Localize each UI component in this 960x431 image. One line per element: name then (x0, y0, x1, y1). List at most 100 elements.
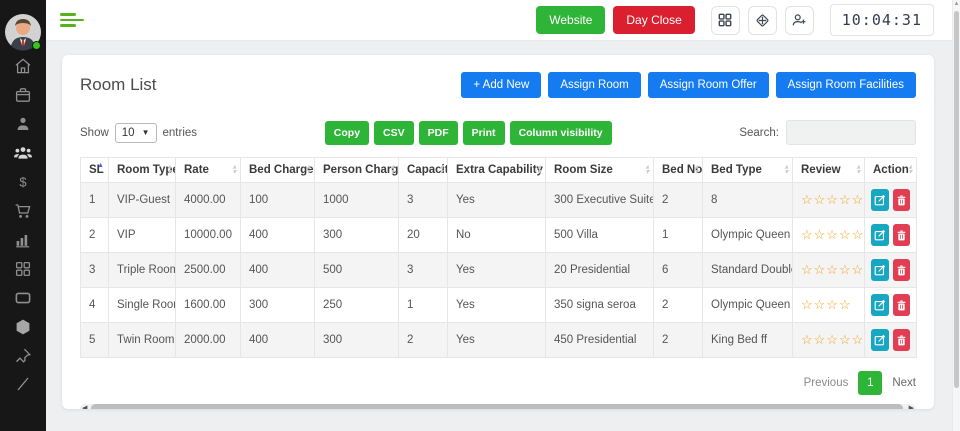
cell-bed-charge: 400 (241, 253, 315, 288)
cell-capacity: 2 (399, 323, 448, 358)
delete-button[interactable] (893, 259, 911, 281)
cell-extra-capability: Yes (448, 183, 546, 218)
edit-button[interactable] (871, 294, 889, 316)
horizontal-scrollbar[interactable]: ◀ ▶ (80, 404, 916, 409)
cell-capacity: 20 (399, 218, 448, 253)
sidebar-item-customer[interactable] (0, 109, 46, 138)
cell-room-type: VIP (109, 218, 176, 253)
cell-action (865, 288, 917, 323)
cell-sl: 5 (81, 323, 109, 358)
delete-button[interactable] (893, 189, 911, 211)
edit-button[interactable] (871, 189, 889, 211)
cell-room-type: Twin Room (109, 323, 176, 358)
menu-toggle-icon[interactable] (60, 10, 86, 30)
cell-room-type: Single Room (109, 288, 176, 323)
person-icon (14, 115, 32, 133)
cell-bed-charge: 400 (241, 218, 315, 253)
edit-button[interactable] (871, 224, 889, 246)
pagination-previous[interactable]: Previous (804, 377, 849, 389)
scroll-up-arrow-icon[interactable]: ▲ (953, 1, 960, 7)
pdf-button[interactable]: PDF (419, 121, 458, 145)
star-rating: ☆☆☆☆ (801, 297, 852, 312)
topbar: Website Day Close 10:04:31 (46, 0, 952, 41)
cell-bed-type: King Bed ff (703, 323, 793, 358)
edit-button[interactable] (871, 259, 889, 281)
pagination-next[interactable]: Next (892, 377, 916, 389)
add-new-button[interactable]: + Add New (461, 72, 541, 98)
add-user-button[interactable] (785, 6, 814, 35)
assign-room-offer-button[interactable]: Assign Room Offer (648, 72, 769, 98)
col-bed-charge[interactable]: Bed Charge▴▾ (241, 158, 315, 183)
col-sl[interactable]: SL▲ (81, 158, 109, 183)
scroll-left-arrow-icon[interactable]: ◀ (82, 404, 87, 409)
search-input[interactable] (786, 120, 916, 145)
col-review[interactable]: Review▴▾ (793, 158, 865, 183)
cell-person-charge: 500 (315, 253, 399, 288)
edit-button[interactable] (871, 329, 889, 351)
bar-chart-icon (14, 231, 32, 249)
edit-icon (874, 229, 886, 241)
cell-bed-no: 1 (654, 218, 703, 253)
sidebar-item-orders[interactable] (0, 80, 46, 109)
cell-action (865, 253, 917, 288)
day-close-button[interactable]: Day Close (613, 6, 694, 34)
apps-grid-icon (717, 12, 733, 28)
website-button[interactable]: Website (536, 6, 605, 34)
cell-person-charge: 300 (315, 218, 399, 253)
col-room-size[interactable]: Room Size▴▾ (546, 158, 654, 183)
csv-button[interactable]: CSV (374, 121, 414, 145)
sidebar-item-finance[interactable]: $ (0, 167, 46, 196)
copy-button[interactable]: Copy (325, 121, 369, 145)
sort-icon: ▴▾ (646, 166, 649, 175)
sidebar-item-users-active[interactable] (0, 138, 46, 167)
col-person-charge[interactable]: Person Charge▴▾ (315, 158, 399, 183)
delete-button[interactable] (893, 224, 911, 246)
col-room-type[interactable]: Room Type▴▾ (109, 158, 176, 183)
sidebar-item-modules[interactable] (0, 254, 46, 283)
entries-select[interactable]: 10 ▼ (115, 123, 157, 143)
sidebar-item-assets[interactable] (0, 312, 46, 341)
room-table: SL▲ Room Type▴▾ Rate▴▾ Bed Charge▴▾ Pers… (80, 157, 917, 358)
vertical-scrollbar[interactable]: ▲ (952, 0, 960, 431)
scroll-right-arrow-icon[interactable]: ▶ (909, 404, 914, 409)
sidebar-item-pos[interactable] (0, 196, 46, 225)
cell-capacity: 1 (399, 288, 448, 323)
sidebar-item-tools[interactable] (0, 370, 46, 399)
trash-icon (896, 300, 907, 311)
page-title: Room List (80, 75, 157, 95)
cell-sl: 1 (81, 183, 109, 218)
add-user-icon (791, 12, 807, 28)
sidebar-item-home[interactable] (0, 51, 46, 80)
sort-icon: ▴▾ (307, 166, 310, 175)
online-status-dot (32, 41, 41, 50)
assign-room-button[interactable]: Assign Room (548, 72, 640, 98)
cell-person-charge: 300 (315, 323, 399, 358)
cart-icon (14, 202, 32, 220)
col-bed-type[interactable]: Bed Type▴▾ (703, 158, 793, 183)
col-bed-no[interactable]: Bed No.▴▾ (654, 158, 703, 183)
col-extra-capability[interactable]: Extra Capability▴▾ (448, 158, 546, 183)
col-action[interactable]: Action▴▾ (865, 158, 917, 183)
cell-room-size: 300 Executive Suite (546, 183, 654, 218)
vertical-scroll-thumb[interactable] (954, 11, 959, 388)
avatar[interactable] (4, 13, 42, 51)
col-capacity[interactable]: Capacity▴▾ (399, 158, 448, 183)
card-icon (14, 289, 32, 307)
delete-button[interactable] (893, 329, 911, 351)
delete-button[interactable] (893, 294, 911, 316)
print-button[interactable]: Print (463, 121, 505, 145)
pagination-page-1[interactable]: 1 (858, 371, 882, 395)
sidebar-item-reports[interactable] (0, 225, 46, 254)
diamond-move-button[interactable] (748, 6, 777, 35)
assign-room-facilities-button[interactable]: Assign Room Facilities (776, 72, 916, 98)
horizontal-scroll-thumb[interactable] (91, 404, 903, 409)
sidebar-item-pinned[interactable] (0, 341, 46, 370)
cell-bed-charge: 400 (241, 323, 315, 358)
star-rating: ☆☆☆☆☆ (801, 192, 864, 207)
column-visibility-button[interactable]: Column visibility (510, 121, 612, 145)
sidebar-item-rooms[interactable] (0, 283, 46, 312)
apps-grid-button[interactable] (711, 6, 740, 35)
cell-bed-no: 2 (654, 183, 703, 218)
col-rate[interactable]: Rate▴▾ (176, 158, 241, 183)
sort-icon: ▴▾ (695, 166, 698, 175)
